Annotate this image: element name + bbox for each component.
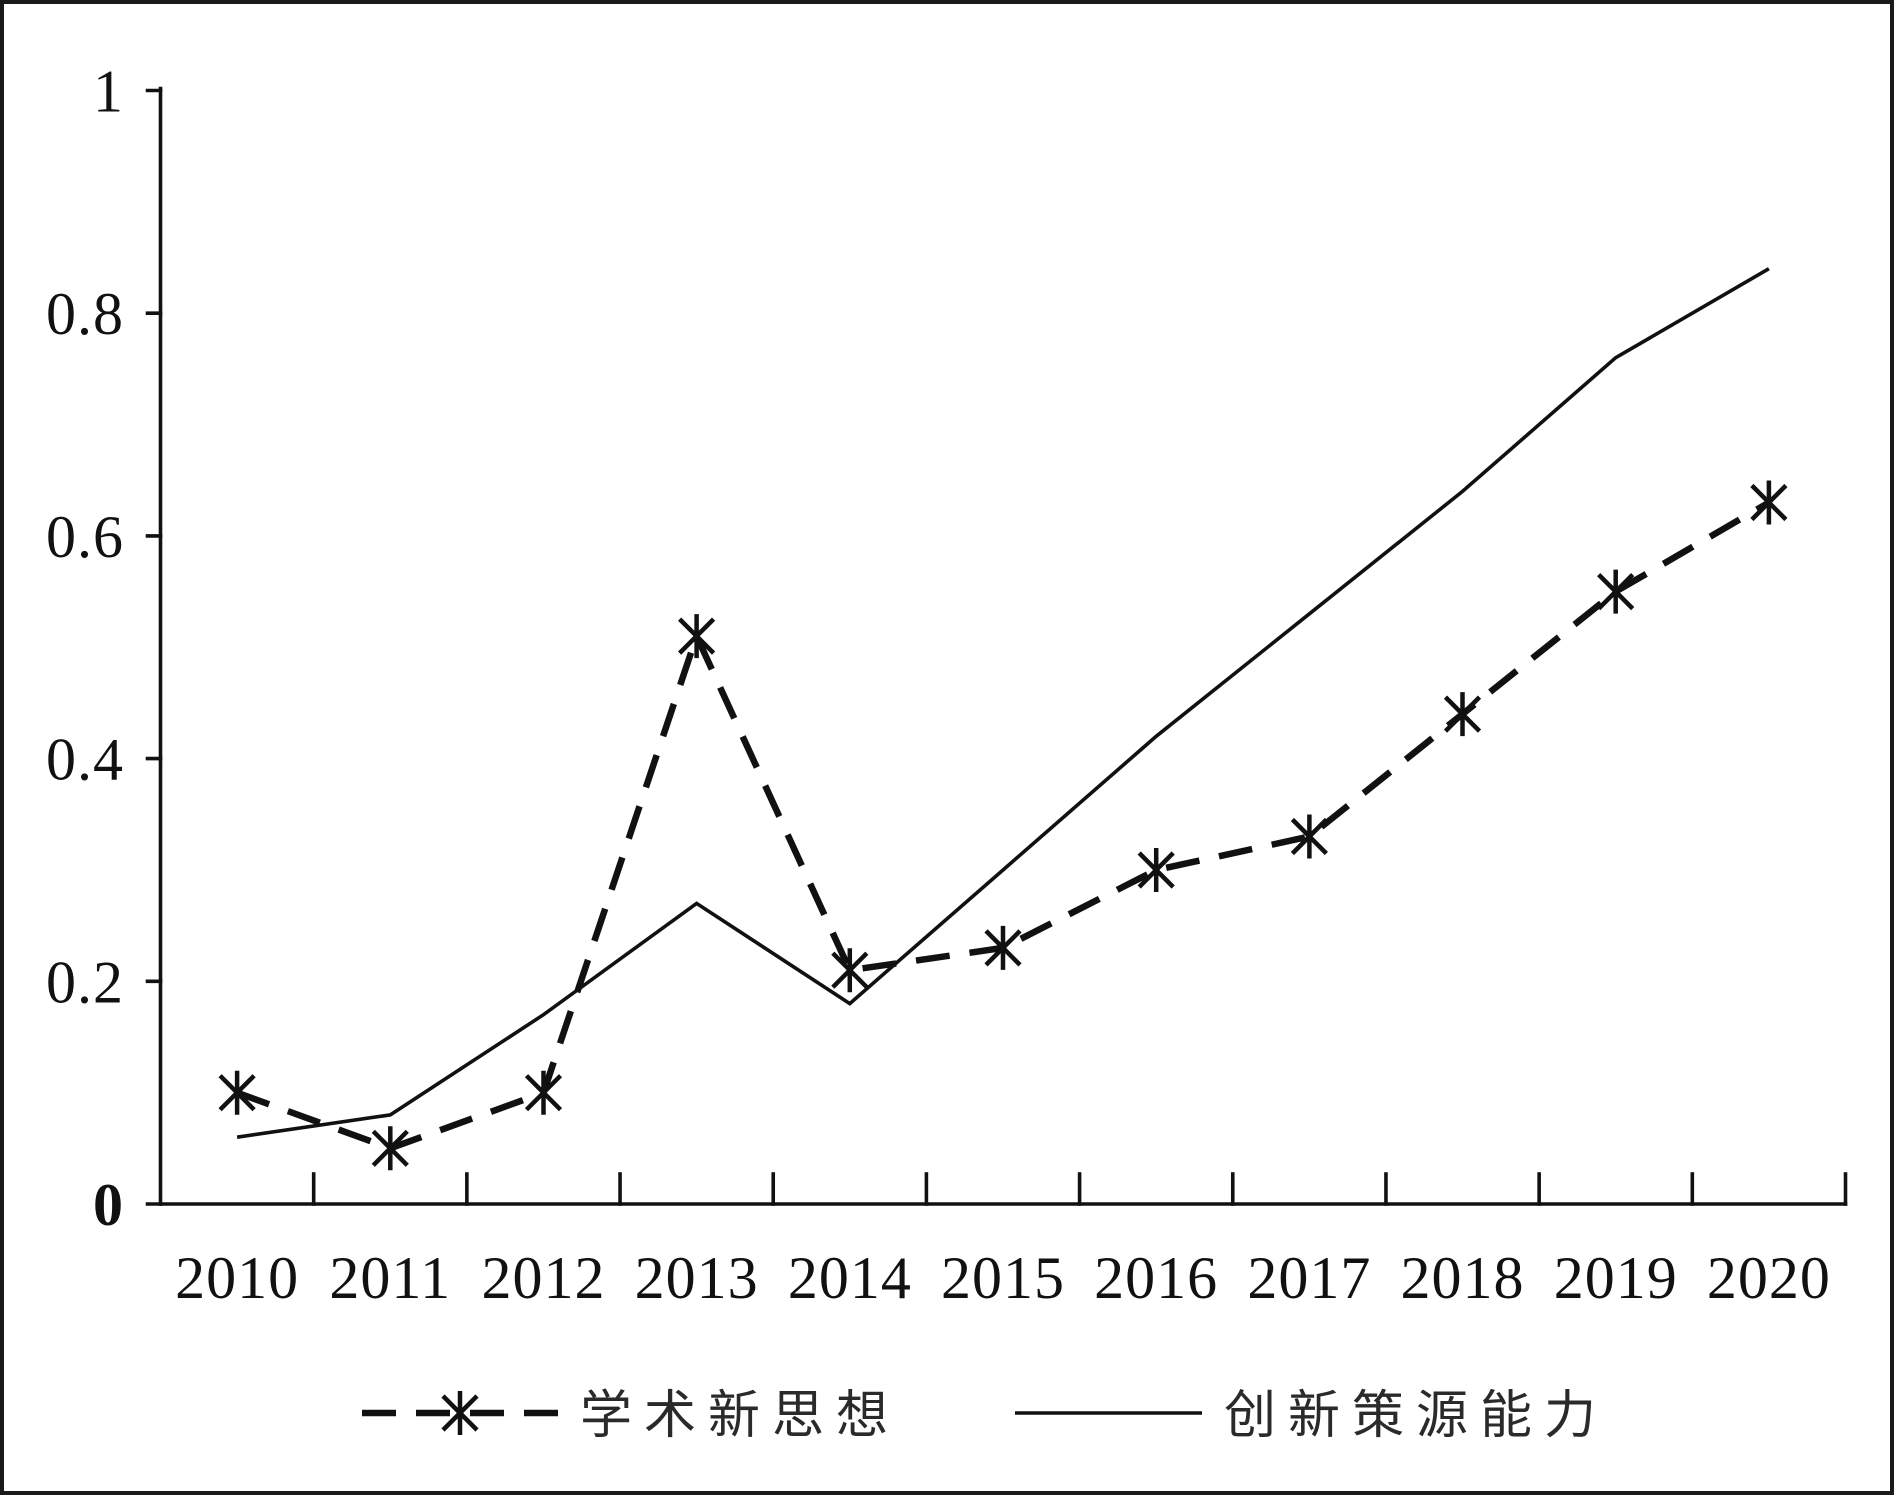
series-line-academic-new-ideas [235,499,1771,1152]
legend: 学术新思想 创新策源能力 [362,1386,1608,1446]
y-tick-label: 0.8 [46,281,124,347]
y-tick-label: 0 [93,1172,124,1238]
x-tick-label: 2018 [1401,1245,1525,1311]
legend-label: 学术新思想 [580,1386,900,1446]
y-tick-label: 0.2 [46,949,124,1015]
data-point-academic-new-ideas [218,1070,256,1115]
legend-item-innovation-source-capacity: 创新策源能力 [1015,1386,1608,1446]
data-point-academic-new-ideas [831,948,869,993]
x-tick-label: 2020 [1707,1245,1831,1311]
data-point-academic-new-ideas [1443,692,1482,737]
data-point-academic-new-ideas [371,1126,409,1171]
data-point-academic-new-ideas [1597,569,1635,614]
x-tick-label: 2011 [329,1245,451,1311]
data-point-academic-new-ideas [1750,480,1788,525]
data-point-academic-new-ideas [678,614,716,659]
data-point-academic-new-ideas [1137,848,1175,892]
x-tick-label: 2013 [635,1245,759,1311]
x-tick-label: 2017 [1247,1245,1371,1311]
data-point-academic-new-ideas [524,1070,563,1115]
legend-item-academic-new-ideas: 学术新思想 [362,1386,900,1446]
plot-area [218,267,1788,1171]
y-tick-label: 1 [93,59,124,125]
y-tick-label: 0.6 [46,504,124,570]
data-point-academic-new-ideas [984,925,1022,970]
x-tick-label: 2012 [481,1245,605,1311]
series-line-innovation-source-capacity [236,267,1770,1139]
x-tick-label: 2019 [1554,1245,1678,1311]
x-tick-label: 2010 [175,1245,299,1311]
data-point-academic-new-ideas [1290,814,1328,859]
legend-label: 创新策源能力 [1224,1386,1608,1446]
series-academic-new-ideas [218,480,1788,1171]
y-tick-label: 0.4 [46,727,124,793]
legend-marker [441,1391,479,1435]
axes: 0 0.2 0.4 0.6 0.8 1 2010 2011 2012 2013 2014 2015 20… [46,59,1848,1311]
x-tick-label: 2016 [1094,1245,1218,1311]
x-tick-label: 2014 [788,1245,912,1311]
series-innovation-source-capacity [236,267,1770,1139]
x-tick-label: 2015 [941,1245,1065,1311]
